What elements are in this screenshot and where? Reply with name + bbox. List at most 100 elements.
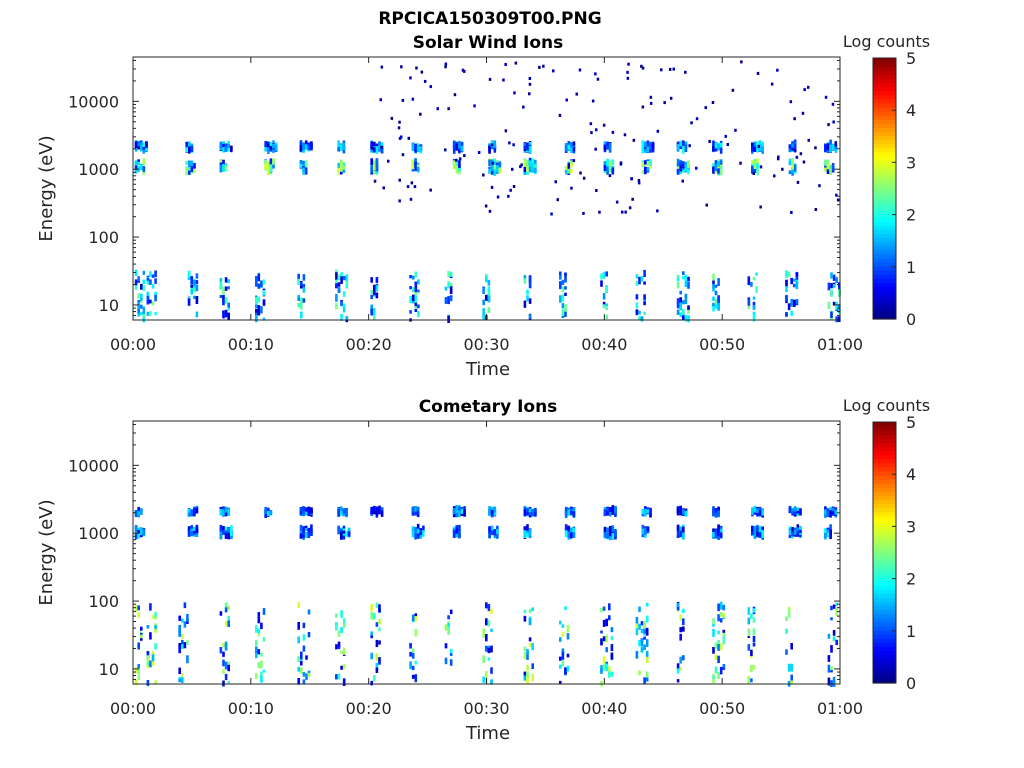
heatmap-cell — [477, 151, 481, 154]
heatmap-cell — [830, 669, 833, 673]
heatmap-cell — [255, 673, 258, 680]
heatmap-cell — [307, 508, 311, 516]
heatmap-cell — [564, 272, 567, 281]
heatmap-cell — [491, 161, 494, 165]
heatmap-cell — [154, 294, 157, 302]
heatmap-cell — [785, 279, 788, 287]
heatmap-cell — [682, 529, 685, 534]
colorbar-step — [873, 225, 896, 230]
heatmap-cell — [488, 526, 491, 534]
heatmap-cell — [297, 666, 300, 672]
heatmap-cell — [572, 511, 576, 518]
heatmap-cell — [409, 295, 412, 304]
heatmap-cell — [645, 655, 649, 663]
heatmap-cell — [603, 166, 607, 172]
heatmap-cell — [835, 277, 838, 283]
heatmap-cell — [752, 314, 756, 322]
heatmap-cell — [146, 664, 150, 668]
heatmap-cell — [485, 294, 488, 301]
heatmap-cell — [717, 299, 720, 304]
heatmap-cell — [422, 525, 425, 531]
heatmap-cell — [414, 163, 417, 172]
heatmap-cell — [717, 655, 720, 664]
heatmap-cell — [487, 657, 491, 661]
heatmap-cell — [605, 307, 608, 311]
heatmap-cell — [753, 145, 757, 152]
heatmap-cell — [260, 660, 263, 669]
heatmap-cell — [140, 293, 143, 298]
heatmap-cell — [262, 299, 266, 305]
heatmap-cell — [751, 525, 754, 532]
heatmap-cell — [340, 531, 343, 540]
heatmap-cell — [444, 286, 448, 291]
heatmap-cell — [600, 638, 603, 646]
heatmap-cell — [145, 141, 148, 148]
heatmap-cell — [788, 170, 792, 175]
colorbar-step — [873, 221, 896, 226]
heatmap-cell — [528, 82, 532, 86]
heatmap-cell — [714, 298, 718, 306]
heatmap-cell — [299, 160, 303, 168]
heatmap-cell — [687, 305, 690, 310]
heatmap-cell — [490, 530, 494, 536]
heatmap-cell — [523, 530, 527, 539]
heatmap-cell — [409, 286, 412, 290]
heatmap-cell — [523, 671, 527, 676]
heatmap-cell — [224, 277, 228, 283]
colorbar-step — [873, 184, 896, 190]
heatmap-cell — [838, 289, 841, 297]
colorbar-step — [873, 462, 896, 468]
heatmap-cell — [790, 677, 793, 685]
heatmap-cell — [414, 308, 418, 312]
heatmap-cell — [719, 168, 723, 176]
heatmap-cell — [758, 144, 762, 151]
heatmap-cell — [482, 313, 485, 321]
heatmap-cell — [523, 275, 527, 280]
heatmap-cell — [605, 647, 608, 653]
heatmap-cell — [305, 673, 308, 680]
heatmap-cell — [676, 679, 680, 683]
heatmap-cell — [761, 510, 764, 516]
heatmap-cell — [752, 617, 756, 623]
heatmap-cell — [300, 651, 303, 660]
heatmap-cell — [302, 622, 306, 629]
heatmap-cell — [682, 508, 685, 515]
heatmap-cell — [570, 147, 573, 152]
colorbar-step — [873, 658, 896, 664]
heatmap-cell — [487, 604, 491, 612]
heatmap-cell — [566, 633, 570, 640]
heatmap-cell — [534, 167, 537, 174]
heatmap-cell — [635, 274, 639, 279]
heatmap-cell — [582, 176, 586, 180]
heatmap-cell — [337, 140, 340, 147]
heatmap-cell — [640, 276, 644, 282]
heatmap-cell — [602, 664, 606, 671]
colorbar-step — [873, 245, 896, 251]
heatmap-cell — [594, 72, 597, 76]
colorbar-step — [873, 426, 896, 431]
heatmap-cell — [137, 313, 140, 317]
heatmap-cell — [380, 65, 384, 69]
heatmap-cell — [414, 295, 418, 302]
heatmap-cell — [134, 605, 138, 612]
heatmap-cell — [307, 670, 311, 675]
heatmap-cell — [645, 675, 649, 682]
heatmap-cell — [342, 307, 346, 313]
heatmap-cell — [370, 612, 373, 620]
heatmap-cell — [838, 307, 841, 314]
heatmap-cell — [488, 168, 491, 174]
heatmap-cell — [570, 142, 573, 149]
colorbar-step — [873, 458, 896, 464]
heatmap-cell — [564, 286, 567, 290]
heatmap-cell — [684, 274, 688, 282]
colorbar-step — [873, 446, 896, 452]
heatmap-cell — [753, 165, 757, 169]
heatmap-cell — [417, 304, 420, 309]
heatmap-cell — [373, 179, 377, 183]
heatmap-cell — [496, 534, 499, 538]
heatmap-cell — [378, 640, 381, 645]
heatmap-cell — [463, 69, 466, 73]
heatmap-cell — [570, 169, 573, 174]
heatmap-cell — [682, 161, 685, 166]
heatmap-cell — [679, 656, 682, 664]
